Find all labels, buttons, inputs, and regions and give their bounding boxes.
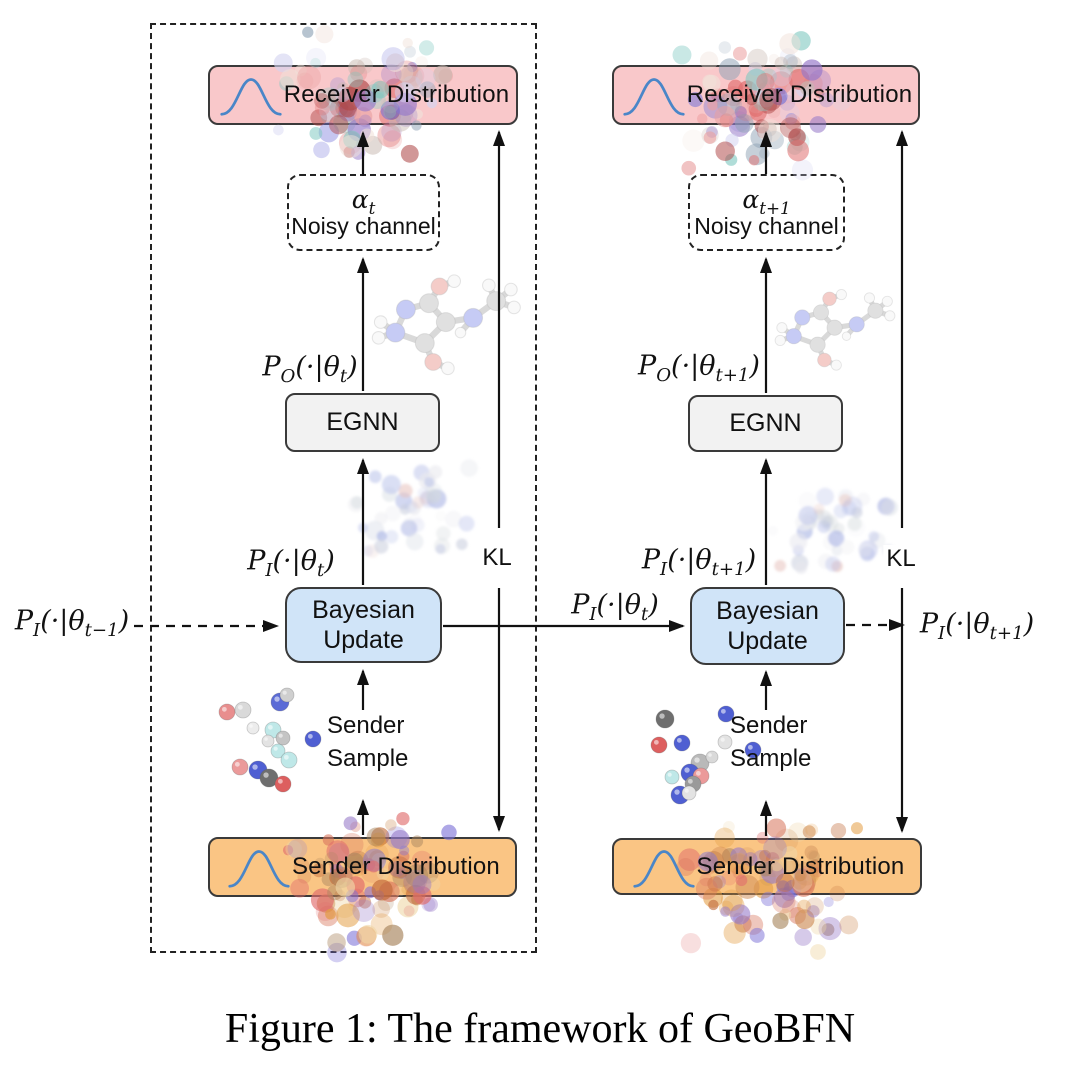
alpha-t-plus-1-label: αt+1 <box>742 184 791 218</box>
gaussian-curve-icon <box>623 78 685 116</box>
sender-sample-label-left: Sender Sample <box>327 712 409 772</box>
sender-distribution-label: Sender Distribution <box>292 853 500 880</box>
iteration-step-border <box>150 23 537 953</box>
p-in-t-minus-1-input-label: PI(·|θt−1) <box>14 605 130 641</box>
gaussian-curve-icon <box>220 78 282 116</box>
kl-divergence-label-left: KL <box>479 544 515 572</box>
p-in-t-label-left: PI(·|θt) <box>247 545 335 581</box>
alpha-t-label: αt <box>351 184 376 218</box>
sender-distribution-label: Sender Distribution <box>696 852 905 880</box>
p-in-t-connector-label: PI(·|θt) <box>571 589 659 625</box>
molecule-clouds <box>273 25 898 963</box>
gaussian-curve-icon <box>228 850 290 888</box>
sender-distribution-box-left: Sender Distribution <box>208 837 517 897</box>
noisy-channel-box-right: αt+1 Noisy channel <box>688 174 845 251</box>
bayesian-update-box-left: Bayesian Update <box>285 587 442 663</box>
receiver-distribution-label: Receiver Distribution <box>686 81 913 108</box>
egnn-label: EGNN <box>729 409 802 437</box>
noisy-channel-label: Noisy channel <box>694 212 839 239</box>
bayesian-update-label: Bayesian Update <box>716 597 819 655</box>
sender-sample-atoms <box>218 687 762 805</box>
p-in-t-plus-1-output-label: PI(·|θt+1) <box>919 608 1035 644</box>
noisy-channel-label: Noisy channel <box>291 212 436 239</box>
bayesian-update-box-right: Bayesian Update <box>690 587 845 665</box>
p-out-t-label: PO(·|θt) <box>262 351 358 387</box>
egnn-box-right: EGNN <box>688 395 843 452</box>
gaussian-curve-icon <box>632 849 695 888</box>
receiver-distribution-label: Receiver Distribution <box>283 81 510 108</box>
sender-sample-label-right: Sender Sample <box>730 712 812 772</box>
bayesian-update-label: Bayesian Update <box>312 596 415 654</box>
p-out-t-plus-1-label: PO(·|θt+1) <box>638 350 760 386</box>
arrows <box>134 130 908 836</box>
egnn-label: EGNN <box>326 408 399 436</box>
figure-caption: Figure 1: The framework of GeoBFN <box>224 1006 856 1052</box>
egnn-box-left: EGNN <box>285 393 440 452</box>
p-in-t-plus-1-label-right: PI(·|θt+1) <box>641 544 757 580</box>
molecule-structures <box>371 274 896 376</box>
kl-divergence-label-right: KL <box>883 545 919 573</box>
